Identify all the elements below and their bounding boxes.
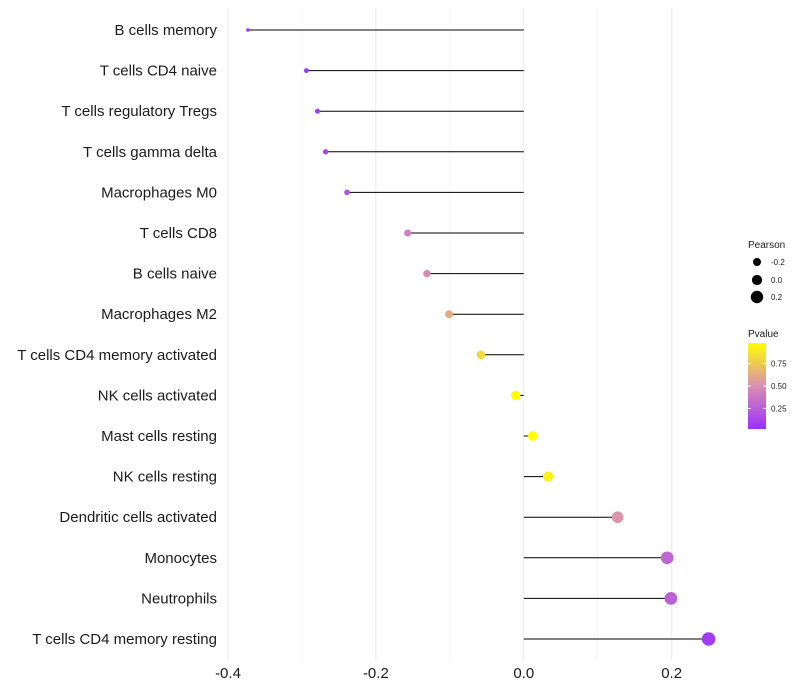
- size-legend-label: 0.0: [771, 276, 783, 285]
- size-legend-key: [753, 258, 761, 266]
- data-point: [527, 431, 538, 441]
- category-label: Mast cells resting: [101, 428, 217, 445]
- category-label: Monocytes: [144, 550, 217, 567]
- size-legend-label: 0.2: [771, 293, 783, 302]
- category-label: Macrophages M0: [101, 184, 217, 201]
- data-point: [344, 189, 350, 196]
- points: [246, 28, 716, 646]
- category-label: T cells regulatory Tregs: [61, 103, 217, 120]
- color-legend-label: 0.50: [771, 382, 787, 391]
- category-label: Neutrophils: [141, 590, 217, 607]
- category-label: T cells gamma delta: [83, 144, 218, 161]
- category-labels: B cells memory T cells CD4 naive T cells r…: [17, 22, 217, 648]
- pvalue-colorbar: [748, 343, 766, 429]
- category-label: Dendritic cells activated: [59, 509, 217, 526]
- grid-lines: [227, 8, 673, 660]
- color-legend: 0.75 0.50 0.25: [748, 360, 787, 413]
- data-point: [664, 592, 678, 605]
- category-label: B cells memory: [114, 22, 217, 39]
- data-point: [423, 269, 431, 278]
- data-point: [660, 551, 674, 565]
- legend: Pearson -0.2 0.0 0.2 Pvalue 0.75 0.50 0.25: [748, 240, 787, 429]
- data-point: [445, 310, 454, 319]
- data-point: [611, 511, 624, 524]
- color-legend-label: 0.25: [771, 404, 787, 413]
- size-legend-key: [751, 274, 763, 286]
- x-tick-label: 0.2: [661, 665, 682, 682]
- x-tick-label: -0.4: [215, 665, 241, 682]
- size-legend: -0.2 0.0 0.2: [750, 258, 785, 304]
- category-label: T cells CD4 naive: [100, 63, 217, 80]
- data-point: [476, 350, 486, 360]
- category-label: NK cells activated: [98, 387, 217, 404]
- category-label: T cells CD4 memory activated: [17, 347, 217, 364]
- data-point: [510, 390, 521, 401]
- category-label: B cells naive: [133, 266, 217, 283]
- data-point: [246, 28, 250, 32]
- data-point: [322, 149, 329, 155]
- data-point: [314, 108, 321, 114]
- size-legend-key: [750, 290, 764, 304]
- color-legend-label: 0.75: [771, 360, 787, 369]
- x-tick-label: 0.0: [513, 665, 534, 682]
- category-label: T cells CD4 memory resting: [32, 631, 217, 648]
- data-point: [543, 471, 554, 482]
- legend-size-title: Pearson: [748, 240, 785, 251]
- category-label: NK cells resting: [113, 469, 217, 486]
- data-point: [303, 68, 309, 74]
- legend-color-title: Pvalue: [748, 329, 779, 340]
- data-point: [404, 229, 412, 237]
- x-tick-labels: -0.4 -0.2 0.0 0.2: [215, 665, 682, 682]
- data-point: [701, 632, 716, 646]
- category-label: T cells CD8: [140, 225, 217, 242]
- category-label: Macrophages M2: [101, 306, 217, 323]
- x-tick-label: -0.2: [363, 665, 389, 682]
- stems: [247, 29, 709, 640]
- size-legend-label: -0.2: [771, 258, 785, 267]
